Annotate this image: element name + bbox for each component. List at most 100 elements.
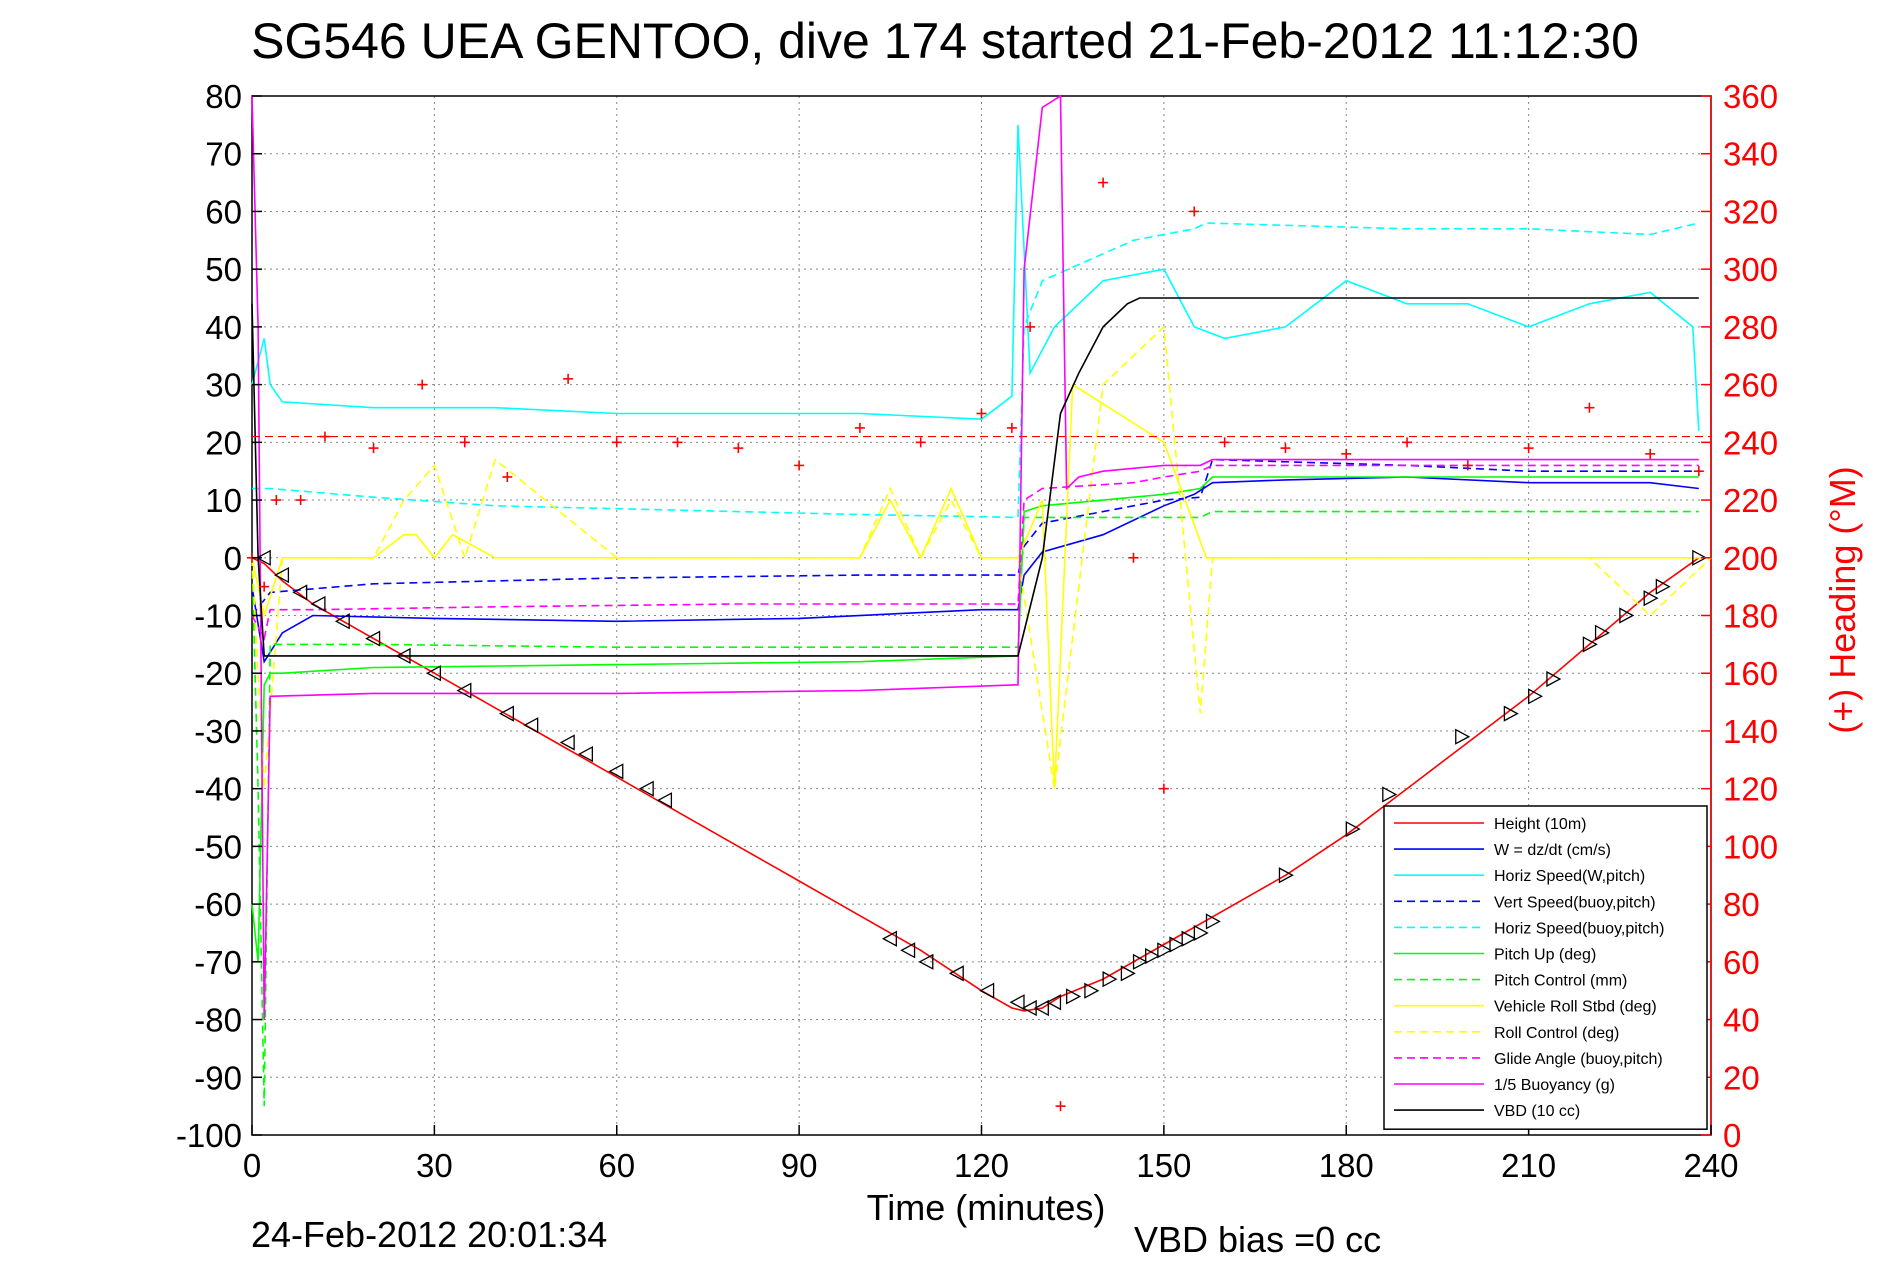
y2-tick-label: 200: [1723, 540, 1778, 577]
y-tick-label: 30: [205, 367, 242, 404]
trajectory-marker: [456, 682, 472, 699]
legend-label: Vehicle Roll Stbd (deg): [1494, 999, 1657, 1016]
x-tick-label: 30: [416, 1147, 453, 1184]
y2-tick-label: 20: [1723, 1059, 1760, 1096]
trajectory-marker: [1582, 636, 1598, 653]
legend-label: Horiz Speed(W,pitch): [1494, 868, 1645, 885]
legend-label: Roll Control (deg): [1494, 1025, 1619, 1042]
trajectory-marker: [608, 763, 624, 780]
trajectory-marker: [1046, 994, 1062, 1011]
heading-point: [1098, 177, 1109, 188]
y-tick-label: -80: [194, 1002, 242, 1039]
series-line-9: [251, 464, 1699, 641]
trajectory-marker: [1619, 607, 1635, 624]
heading-point: [976, 408, 987, 419]
trajectory-marker: [1655, 578, 1671, 595]
y-tick-label: -70: [194, 944, 242, 981]
x-tick-label: 60: [598, 1147, 635, 1184]
trajectory-marker: [310, 595, 326, 613]
series-line-8: [251, 325, 1712, 789]
heading-point: [417, 379, 428, 390]
legend-label: Pitch Control (mm): [1494, 973, 1627, 990]
heading-point: [1219, 437, 1230, 448]
trajectory-marker: [1193, 924, 1209, 942]
y-tick-label: -100: [176, 1117, 242, 1154]
y2-tick-label: 180: [1723, 598, 1778, 635]
x-tick-label: 150: [1136, 1147, 1191, 1184]
series-line-11: [251, 297, 1699, 657]
series-line-4: [252, 222, 1699, 519]
heading-point: [295, 495, 306, 506]
y2-tick-label: 160: [1723, 655, 1778, 692]
y2-tick-label: 120: [1723, 771, 1778, 808]
x-tick-label: 180: [1319, 1147, 1374, 1184]
trajectory-marker: [255, 549, 271, 566]
heading-point: [1645, 448, 1656, 459]
heading-point: [1055, 1101, 1066, 1112]
trajectory-marker: [274, 567, 290, 584]
x-tick-label: 210: [1501, 1147, 1556, 1184]
legend-label: Glide Angle (buoy,pitch): [1494, 1051, 1663, 1068]
trajectory-marker: [395, 647, 411, 664]
legend-label: Pitch Up (deg): [1494, 947, 1596, 964]
x-axis-ticks: 0 30 60 90 120 150 180 210 240: [243, 1125, 1739, 1184]
heading-point: [459, 437, 470, 448]
heading-point: [794, 460, 805, 471]
trajectory-marker: [1594, 624, 1610, 641]
x-tick-label: 120: [954, 1147, 1009, 1184]
heading-point: [1462, 460, 1473, 471]
y2-tick-label: 140: [1723, 713, 1778, 750]
trajectory-marker: [1455, 728, 1471, 745]
y-tick-label: 80: [205, 78, 242, 115]
series-line-10: [251, 94, 1699, 1020]
trajectory-marker: [1278, 867, 1294, 884]
y-tick-label: -60: [194, 886, 242, 923]
trajectory-marker: [979, 982, 995, 999]
trajectory-marker: [1692, 549, 1708, 566]
trajectory-marker: [1033, 999, 1049, 1017]
heading-point: [259, 581, 270, 592]
series-line-6: [251, 510, 1699, 1107]
y2-tick-label: 80: [1723, 886, 1760, 923]
trajectory-marker: [918, 953, 934, 970]
trajectory-marker: [498, 705, 514, 722]
y2-tick-label: 240: [1723, 424, 1778, 461]
y-tick-label: -20: [194, 655, 242, 692]
series-layer: [251, 94, 1712, 1107]
y-tick-label: -50: [194, 828, 242, 865]
heading-point: [1280, 443, 1291, 454]
trajectory-marker: [1120, 965, 1136, 982]
heading-point: [1402, 437, 1413, 448]
y-tick-label: 10: [205, 482, 242, 519]
y-tick-label: 50: [205, 251, 242, 288]
trajectory-marker: [1205, 913, 1221, 930]
trajectory-marker: [1145, 947, 1161, 965]
heading-point: [563, 373, 574, 384]
y-tick-label: 20: [205, 424, 242, 461]
heading-point: [271, 495, 282, 506]
trajectory-marker: [1528, 688, 1544, 705]
trajectory-marker: [948, 965, 964, 982]
chart-title: SG546 UEA GENTOO, dive 174 started 21-Fe…: [251, 13, 1639, 69]
trajectory-marker: [523, 717, 539, 734]
y2-axis-ticks: 3603403203002802602402202001801601401201…: [1701, 78, 1778, 1154]
y2-tick-label: 220: [1723, 482, 1778, 519]
trajectory-marker: [657, 792, 673, 809]
heading-point: [611, 437, 622, 448]
legend-label: 1/5 Buoyancy (g): [1494, 1077, 1615, 1094]
heading-point: [1584, 402, 1595, 413]
legend-label: Height (10m): [1494, 816, 1586, 833]
heading-point: [1523, 443, 1534, 454]
trajectory-marker: [1382, 786, 1398, 803]
heading-point: [1341, 448, 1352, 459]
y-tick-label: -90: [194, 1059, 242, 1096]
x-tick-label: 0: [243, 1147, 261, 1184]
heading-point: [1158, 783, 1169, 794]
trajectory-marker: [1066, 988, 1082, 1005]
x-tick-label: 90: [781, 1147, 818, 1184]
trajectory-marker: [1345, 820, 1361, 838]
trajectory-marker: [1546, 670, 1562, 688]
trajectory-marker: [559, 734, 575, 751]
trajectory-marker: [1181, 930, 1197, 947]
y-tick-label: -10: [194, 598, 242, 635]
